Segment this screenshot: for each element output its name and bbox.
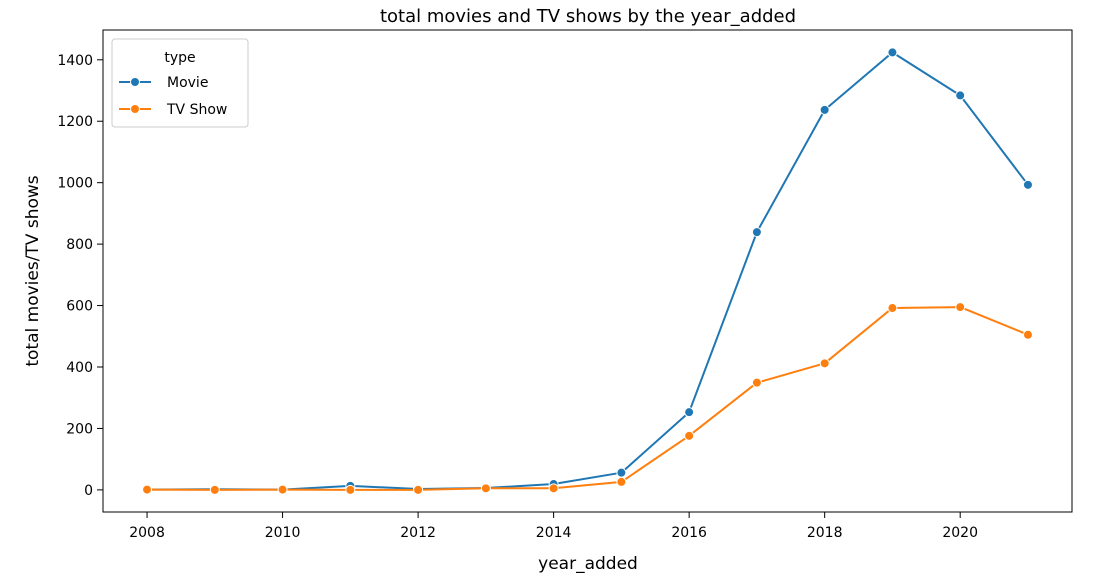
data-point <box>819 104 830 115</box>
data-point <box>480 483 491 494</box>
x-tick-label: 2008 <box>129 525 165 541</box>
data-point <box>887 303 898 314</box>
data-point <box>616 476 627 487</box>
data-point <box>345 484 356 495</box>
y-tick-label: 200 <box>66 421 93 437</box>
data-point <box>413 484 424 495</box>
plot-frame <box>102 29 1073 513</box>
y-axis-title: total movies/TV shows <box>23 175 43 366</box>
data-point <box>684 430 695 441</box>
legend-title: type <box>164 50 195 66</box>
x-tick-label: 2020 <box>942 525 978 541</box>
data-point <box>751 227 762 238</box>
x-tick-label: 2018 <box>807 525 843 541</box>
legend-swatch-marker <box>130 77 140 87</box>
data-point <box>819 358 830 369</box>
legend-entry: Movie <box>119 75 208 91</box>
x-tick-label: 2010 <box>265 525 301 541</box>
y-tick-label: 800 <box>66 237 93 253</box>
series-layer <box>142 47 1033 495</box>
data-point <box>887 47 898 58</box>
data-point <box>1022 329 1033 340</box>
data-point <box>209 484 220 495</box>
legend-swatch-marker <box>130 104 140 114</box>
legend-box <box>111 38 249 128</box>
plot-area <box>103 30 1072 512</box>
legend-label: Movie <box>167 75 208 91</box>
data-point <box>277 484 288 495</box>
data-point <box>548 483 559 494</box>
series-line <box>146 306 1029 491</box>
legend-items: Movie TV Show <box>119 75 227 118</box>
y-tick-label: 0 <box>84 483 93 499</box>
y-tick-label: 600 <box>66 299 93 315</box>
x-tick-label: 2014 <box>536 525 572 541</box>
data-point <box>955 302 966 313</box>
chart-title: total movies and TV shows by the year_ad… <box>380 6 796 27</box>
data-point <box>955 90 966 101</box>
data-point <box>751 377 762 388</box>
data-point <box>684 407 695 418</box>
legend-entry: TV Show <box>119 102 227 118</box>
data-point <box>1022 179 1033 190</box>
y-tick-label: 400 <box>66 360 93 376</box>
x-tick-label: 2016 <box>671 525 707 541</box>
series-tv-show <box>142 302 1033 495</box>
y-axis: 0 200 400 600 800 1000 1200 1400 <box>57 53 103 499</box>
x-tick-label: 2012 <box>400 525 436 541</box>
y-tick-label: 1000 <box>57 176 93 192</box>
legend-label: TV Show <box>166 102 227 118</box>
x-axis: 2008 2010 2012 2014 2016 2018 2020 <box>129 512 978 541</box>
y-tick-label: 1400 <box>57 53 93 69</box>
legend: type Movie TV Show <box>111 38 249 128</box>
data-point <box>616 467 627 478</box>
data-point <box>142 484 153 495</box>
x-axis-title: year_added <box>538 554 638 574</box>
y-tick-label: 1200 <box>57 114 93 130</box>
